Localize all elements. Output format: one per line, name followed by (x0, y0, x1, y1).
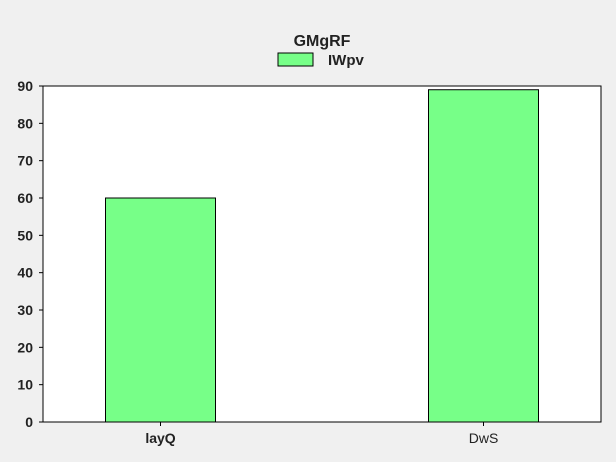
y-axis-ticks: 0 10 20 30 40 50 60 70 80 90 (17, 78, 43, 430)
y-tick-label-70: 70 (17, 153, 33, 169)
y-tick-label-80: 80 (17, 115, 33, 131)
bar-layq (105, 197, 216, 423)
y-tick-label-30: 30 (17, 302, 33, 318)
legend-swatch-iwpv (277, 52, 314, 67)
x-tick-label-layq: layQ (145, 430, 175, 446)
bars-group (105, 89, 539, 423)
y-tick-label-50: 50 (17, 227, 33, 243)
legend: IWpv (277, 52, 364, 69)
x-axis-ticks: layQ DwS (145, 422, 498, 446)
legend-label-iwpv: IWpv (328, 52, 364, 69)
y-tick-label-40: 40 (17, 265, 33, 281)
x-tick-label-dws: DwS (469, 430, 499, 446)
y-tick-label-60: 60 (17, 190, 33, 206)
bar-dws (428, 89, 539, 423)
y-tick-label-20: 20 (17, 339, 33, 355)
chart-title: GMgRF (294, 33, 351, 50)
y-tick-label-0: 0 (25, 414, 33, 430)
y-tick-label-10: 10 (17, 377, 33, 393)
y-tick-label-90: 90 (17, 78, 33, 94)
plot-frame (42, 85, 602, 423)
